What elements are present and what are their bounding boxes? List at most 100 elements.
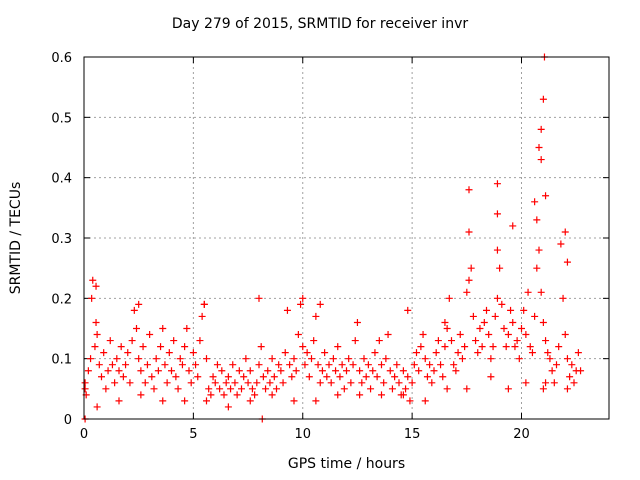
data-point — [542, 379, 550, 387]
data-point — [172, 373, 180, 381]
data-point — [404, 306, 412, 314]
data-point — [84, 367, 92, 375]
data-point — [340, 385, 348, 393]
data-point — [235, 367, 243, 375]
data-point — [353, 318, 361, 326]
data-point — [349, 361, 357, 369]
data-point — [577, 367, 585, 375]
data-point — [563, 355, 571, 363]
data-point — [111, 379, 119, 387]
data-point — [255, 294, 263, 302]
data-point — [268, 391, 276, 399]
data-point — [98, 373, 105, 381]
data-point — [537, 288, 545, 296]
data-point — [454, 349, 462, 357]
data-point — [117, 343, 125, 351]
data-point — [373, 373, 381, 381]
data-point — [570, 379, 578, 387]
data-point — [244, 379, 252, 387]
data-point — [542, 337, 550, 345]
data-point — [548, 367, 556, 375]
data-point — [531, 312, 539, 320]
data-point — [323, 373, 331, 381]
data-point — [428, 379, 436, 387]
data-point — [216, 385, 224, 393]
data-point — [200, 300, 208, 308]
data-point — [555, 343, 563, 351]
data-point — [437, 361, 445, 369]
data-point — [92, 318, 100, 326]
data-point — [139, 343, 147, 351]
data-point — [246, 397, 254, 405]
data-point — [130, 306, 138, 314]
data-point — [238, 385, 245, 393]
data-point — [334, 391, 342, 399]
data-point — [563, 385, 571, 393]
data-point — [308, 355, 315, 363]
data-point — [537, 156, 545, 164]
data-point — [343, 367, 350, 375]
data-point — [334, 343, 342, 351]
data-point — [441, 318, 449, 326]
data-point — [574, 349, 582, 357]
data-point — [93, 331, 101, 339]
data-point — [87, 355, 95, 363]
data-point — [360, 355, 368, 363]
data-point — [264, 367, 272, 375]
data-point — [421, 355, 429, 363]
data-point — [402, 385, 410, 393]
data-point — [119, 373, 127, 381]
data-point — [277, 367, 285, 375]
data-point — [106, 337, 114, 345]
data-point — [294, 331, 302, 339]
data-point — [316, 300, 324, 308]
data-point — [290, 355, 298, 363]
data-point — [465, 186, 473, 194]
data-point — [391, 373, 399, 381]
data-point — [561, 228, 569, 236]
data-point — [483, 306, 490, 314]
data-point — [148, 373, 156, 381]
data-point — [480, 318, 488, 326]
data-point — [404, 373, 412, 381]
data-point — [187, 379, 195, 387]
y-tick-label: 0 — [64, 413, 72, 428]
data-point — [218, 367, 226, 375]
axis-ticks: 0 5 10 15 20 0 0.1 0.2 0.3 0.4 0.5 0.6 — [51, 51, 609, 442]
data-point — [251, 391, 259, 399]
data-point — [137, 367, 145, 375]
data-point — [461, 343, 469, 351]
data-point — [345, 355, 353, 363]
data-point — [358, 379, 366, 387]
x-tick-label: 15 — [404, 427, 421, 442]
data-point — [406, 397, 414, 405]
data-point — [493, 294, 501, 302]
data-point — [135, 300, 143, 308]
data-point — [419, 331, 427, 339]
data-point — [509, 222, 517, 230]
data-point — [408, 379, 416, 387]
data-point — [303, 349, 311, 357]
data-point — [563, 258, 571, 266]
data-point — [474, 349, 482, 357]
data-point — [496, 264, 504, 272]
data-point — [338, 361, 346, 369]
data-point — [426, 361, 434, 369]
data-point — [509, 318, 517, 326]
data-point — [465, 276, 473, 284]
data-point — [463, 288, 471, 296]
data-point — [432, 349, 440, 357]
data-point — [557, 240, 565, 248]
x-tick-label: 10 — [294, 427, 311, 442]
data-point — [467, 264, 475, 272]
data-point — [375, 337, 383, 345]
data-point — [489, 343, 497, 351]
data-point — [314, 361, 322, 369]
data-point — [290, 397, 298, 405]
data-point — [312, 312, 320, 320]
data-point — [157, 343, 165, 351]
data-point — [493, 180, 501, 188]
data-point — [511, 343, 519, 351]
data-point — [364, 361, 372, 369]
